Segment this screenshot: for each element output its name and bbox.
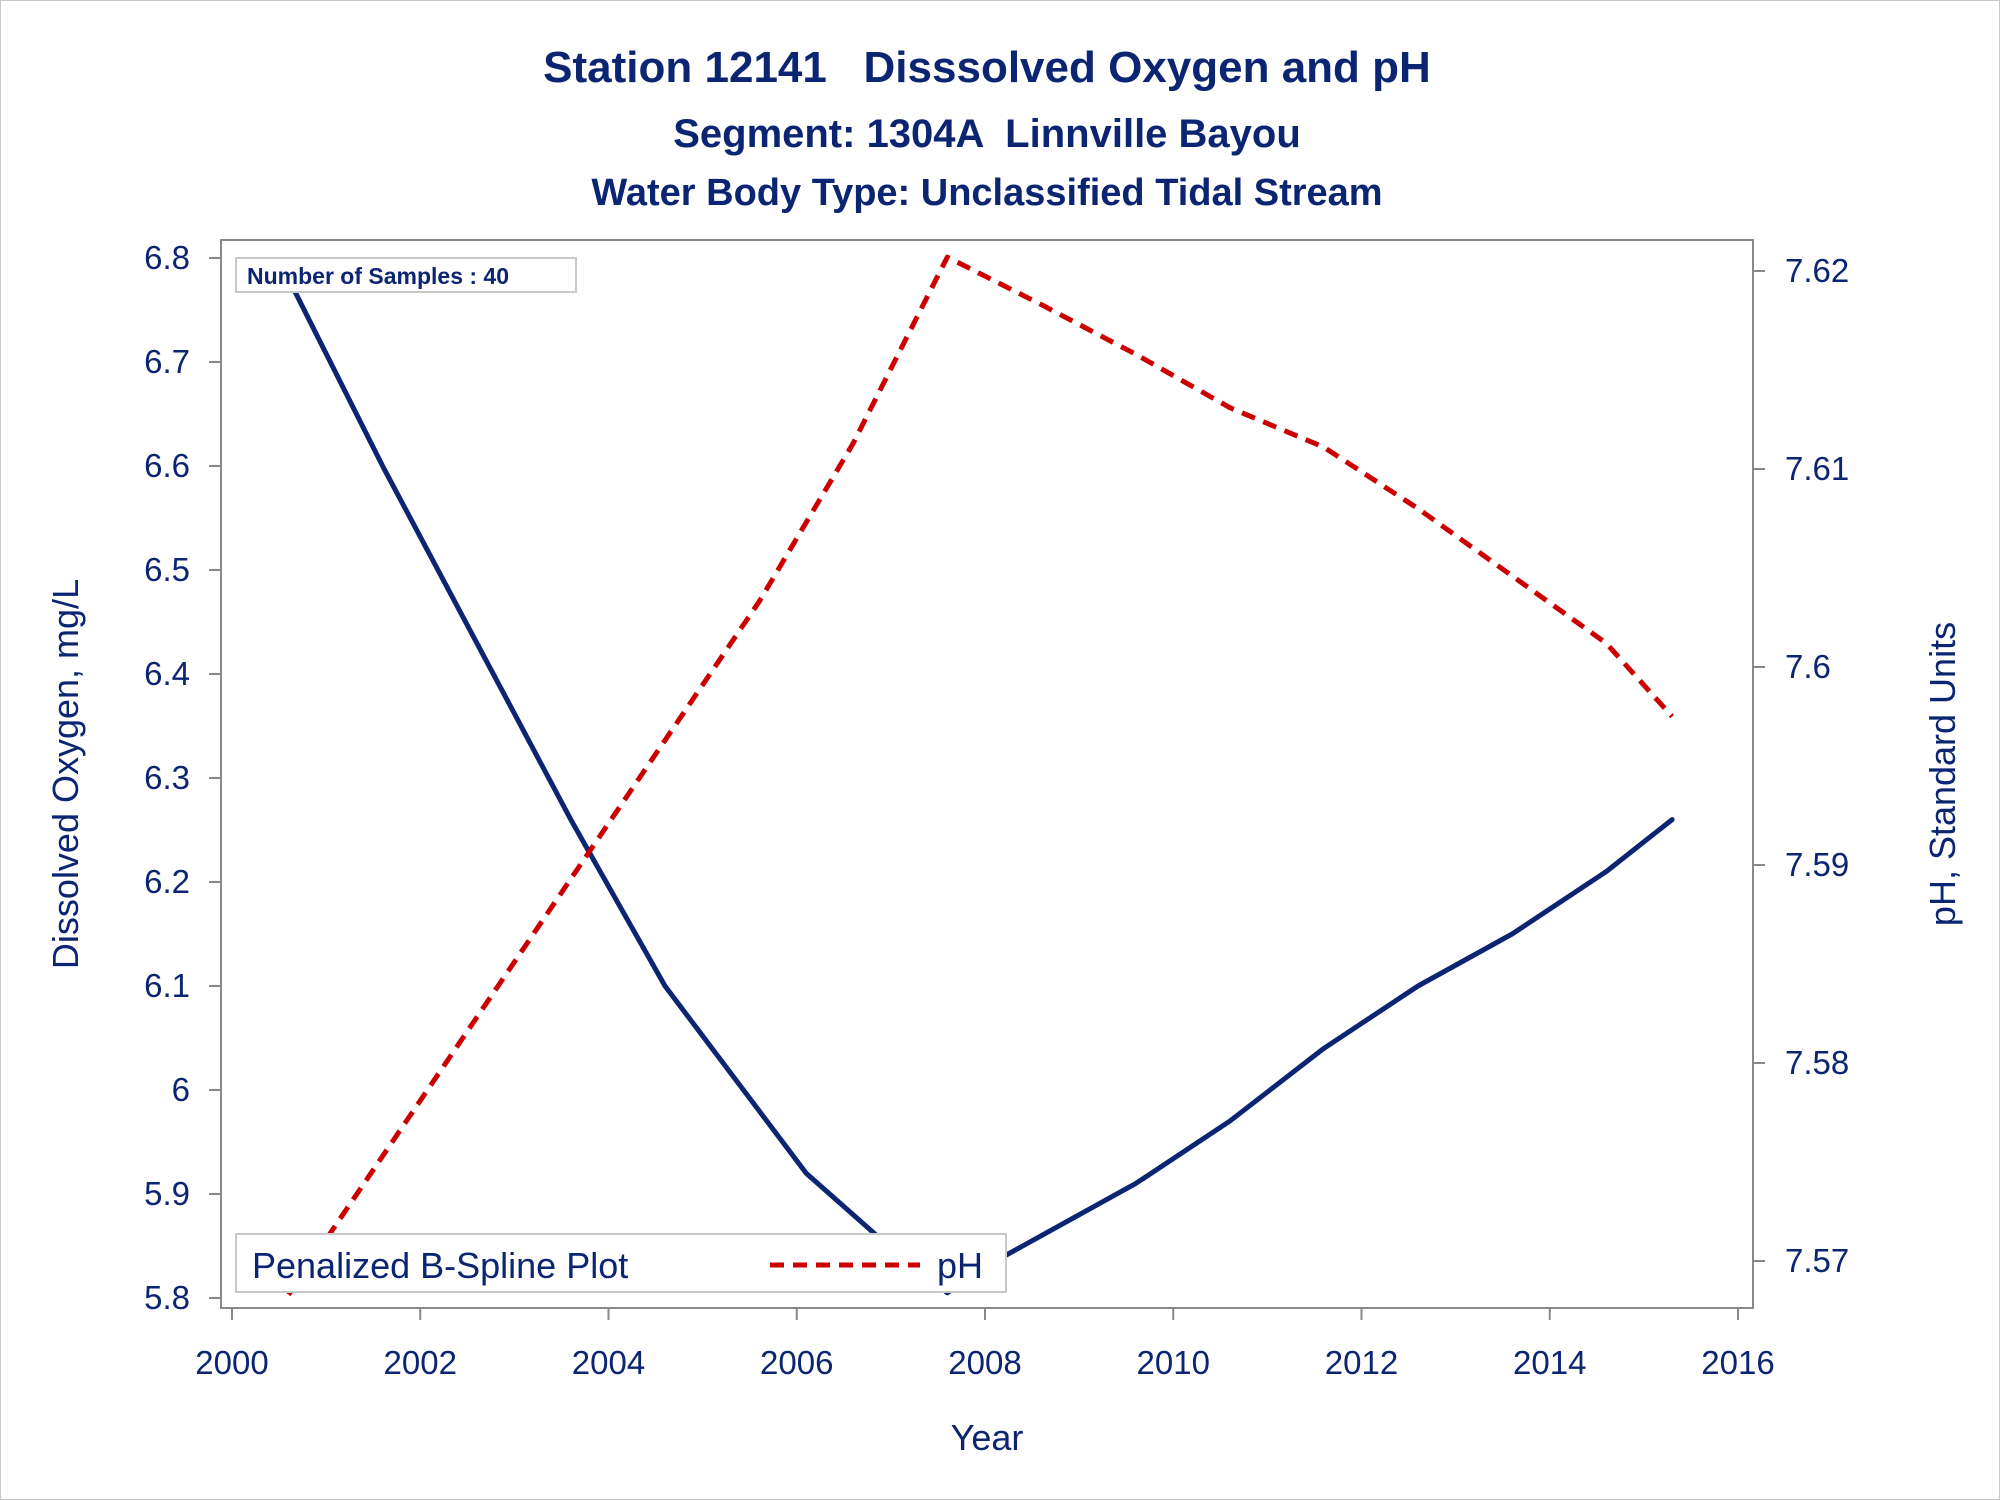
oxygen-series-line [286, 276, 1675, 1296]
y-axis-label: Dissolved Oxygen, mg/L [45, 579, 86, 969]
chart-title: Station 12141 Disssolved Oxygen and pH [543, 43, 1431, 92]
x-tick-label: 2014 [1513, 1344, 1586, 1381]
y-axis-left: 5.8 5.9 6 6.1 6.2 6.3 6.4 6.5 6.6 6.7 6.8 [144, 239, 221, 1316]
x-axis: 2000 2002 2004 2006 2008 2010 2012 2014 2016 [195, 1308, 1775, 1381]
ph-series-line [286, 254, 1674, 1297]
x-tick-label: 2000 [195, 1344, 268, 1381]
x-tick-label: 2012 [1325, 1344, 1398, 1381]
x-tick-label: 2008 [948, 1344, 1021, 1381]
plot-area [220, 239, 1754, 1309]
legend-ph-label: pH [937, 1245, 983, 1286]
series-layer [286, 254, 1675, 1297]
sample-count-label: Number of Samples : 40 [247, 263, 509, 289]
legend: Penalized B-Spline Plot pH [235, 1233, 1007, 1293]
legend-box [235, 1233, 1007, 1293]
x-tick-label: 2006 [760, 1344, 833, 1381]
y-tick-label: 5.9 [144, 1175, 190, 1212]
y2-tick-label: 7.6 [1785, 648, 1831, 685]
chart-subtitle-2: Water Body Type: Unclassified Tidal Stre… [591, 172, 1382, 214]
y-tick-label: 6.7 [144, 343, 190, 380]
y2-axis-label: pH, Standard Units [1922, 622, 1963, 926]
chart-subtitle: Segment: 1304A Linnville Bayou [673, 112, 1301, 156]
y2-tick-label: 7.62 [1785, 252, 1849, 289]
y-tick-label: 6.5 [144, 551, 190, 588]
x-tick-label: 2002 [384, 1344, 457, 1381]
x-axis-label: Year [951, 1417, 1024, 1458]
x-tick-label: 2010 [1137, 1344, 1210, 1381]
x-tick-label: 2016 [1701, 1344, 1774, 1381]
y-tick-label: 6.6 [144, 447, 190, 484]
y-tick-label: 6.2 [144, 863, 190, 900]
y-tick-label: 6.3 [144, 759, 190, 796]
y2-tick-label: 7.58 [1785, 1044, 1849, 1081]
sample-count-box [235, 257, 577, 293]
y-tick-label: 6 [172, 1071, 190, 1108]
legend-title: Penalized B-Spline Plot [252, 1245, 628, 1286]
y-axis-right: 7.57 7.58 7.59 7.6 7.61 7.62 [1753, 252, 1849, 1279]
y2-tick-label: 7.57 [1785, 1242, 1849, 1279]
x-tick-label: 2004 [572, 1344, 645, 1381]
y-tick-label: 5.8 [144, 1279, 190, 1316]
y-tick-label: 6.8 [144, 239, 190, 276]
y-tick-label: 6.4 [144, 655, 190, 692]
y2-tick-label: 7.59 [1785, 846, 1849, 883]
y-tick-label: 6.1 [144, 967, 190, 1004]
y2-tick-label: 7.61 [1785, 450, 1849, 487]
